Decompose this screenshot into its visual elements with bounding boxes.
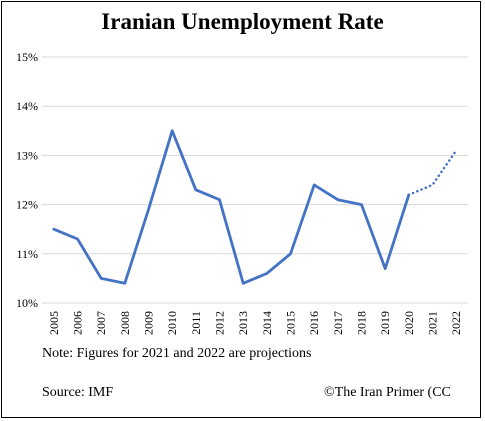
- chart-credit: ©The Iran Primer (CC: [324, 385, 451, 400]
- x-tick-label: 2012: [213, 311, 227, 335]
- y-tick-label: 13%: [16, 148, 38, 162]
- x-tick-label: 2005: [47, 311, 61, 335]
- chart-source: Source: IMF: [42, 385, 114, 400]
- x-tick-label: 2015: [284, 311, 298, 335]
- y-tick-label: 14%: [16, 99, 38, 113]
- chart-note: Note: Figures for 2021 and 2022 are proj…: [42, 346, 312, 361]
- x-tick-label: 2017: [331, 311, 345, 335]
- y-tick-label: 11%: [16, 247, 38, 261]
- x-tick-label: 2014: [260, 311, 274, 335]
- x-tick-label: 2022: [449, 311, 463, 335]
- x-tick-label: 2009: [142, 311, 156, 335]
- projection-line: [407, 149, 458, 197]
- x-tick-label: 2021: [426, 311, 440, 335]
- y-tick-label: 15%: [16, 50, 38, 64]
- chart-title: Iranian Unemployment Rate: [101, 9, 384, 34]
- x-tick-label: 2010: [165, 311, 179, 335]
- x-tick-label: 2006: [71, 311, 85, 335]
- x-tick-label: 2007: [94, 311, 108, 335]
- x-tick-label: 2019: [378, 311, 392, 335]
- x-tick-label: 2011: [189, 311, 203, 335]
- x-tick-label: 2020: [402, 311, 416, 335]
- x-tick-label: 2016: [307, 311, 321, 335]
- x-tick-label: 2018: [355, 311, 369, 335]
- x-tick-label: 2013: [236, 311, 250, 335]
- x-tick-label: 2008: [118, 311, 132, 335]
- unemployment-line: [52, 129, 411, 285]
- y-tick-label: 12%: [16, 198, 38, 212]
- y-tick-label: 10%: [16, 296, 38, 310]
